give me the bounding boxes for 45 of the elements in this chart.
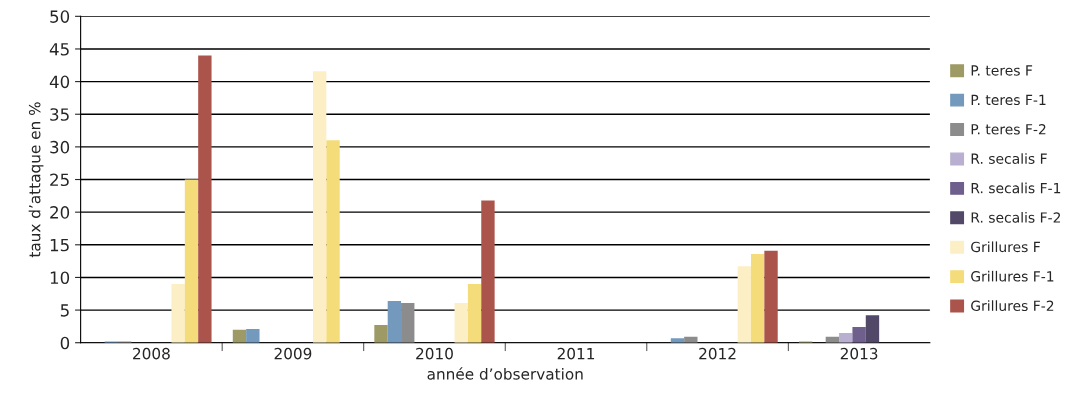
y-tick-label: 5 <box>60 304 69 317</box>
bar <box>198 55 212 343</box>
y-tick-label: 10 <box>50 271 70 285</box>
legend-label: R. secalis F <box>971 153 1047 164</box>
y-tick-label: 0 <box>60 336 70 350</box>
bar <box>737 266 751 343</box>
bar <box>387 300 402 343</box>
bar <box>171 283 185 343</box>
legend-label: Grillures F-2 <box>971 300 1054 312</box>
bar <box>750 253 765 343</box>
bar <box>467 283 482 343</box>
bar <box>374 325 388 343</box>
y-tick-label: 45 <box>49 43 69 56</box>
bar <box>326 140 340 343</box>
bar <box>865 315 880 343</box>
bar <box>401 302 415 343</box>
x-tick-label: 2013 <box>840 347 878 360</box>
bar <box>481 200 495 343</box>
y-tick-label: 35 <box>50 108 69 121</box>
legend-label: P. teres F-1 <box>971 94 1046 106</box>
x-axis-title: année d’observation <box>427 367 583 380</box>
bar <box>852 327 866 343</box>
x-tick-label: 2011 <box>557 347 595 360</box>
y-tick-label: 25 <box>50 173 69 187</box>
y-tick-label: 20 <box>50 206 70 219</box>
y-tick-label: 15 <box>50 238 69 252</box>
bar <box>184 179 199 343</box>
bar <box>246 329 260 343</box>
y-tick-label: 50 <box>50 10 70 23</box>
x-tick-label: 2012 <box>699 347 736 360</box>
y-axis-title: taux d’attaque en % <box>28 102 44 258</box>
y-tick-label: 30 <box>50 140 70 154</box>
legend-label: P. teres F <box>971 65 1033 76</box>
legend-label: Grillures F <box>971 241 1040 253</box>
legend-label: Grillures F-1 <box>971 270 1054 282</box>
legend-label: R. secalis F-2 <box>971 212 1061 223</box>
y-tick-label: 40 <box>49 75 70 89</box>
x-tick-label: 2008 <box>133 347 170 360</box>
legend-label: R. secalis F-1 <box>971 182 1061 194</box>
x-tick-label: 2009 <box>274 347 312 360</box>
bar <box>764 250 778 343</box>
bar <box>312 71 327 343</box>
bar <box>454 302 468 343</box>
x-tick-label: 2010 <box>416 347 453 360</box>
legend-label: P. teres F-2 <box>971 124 1046 135</box>
